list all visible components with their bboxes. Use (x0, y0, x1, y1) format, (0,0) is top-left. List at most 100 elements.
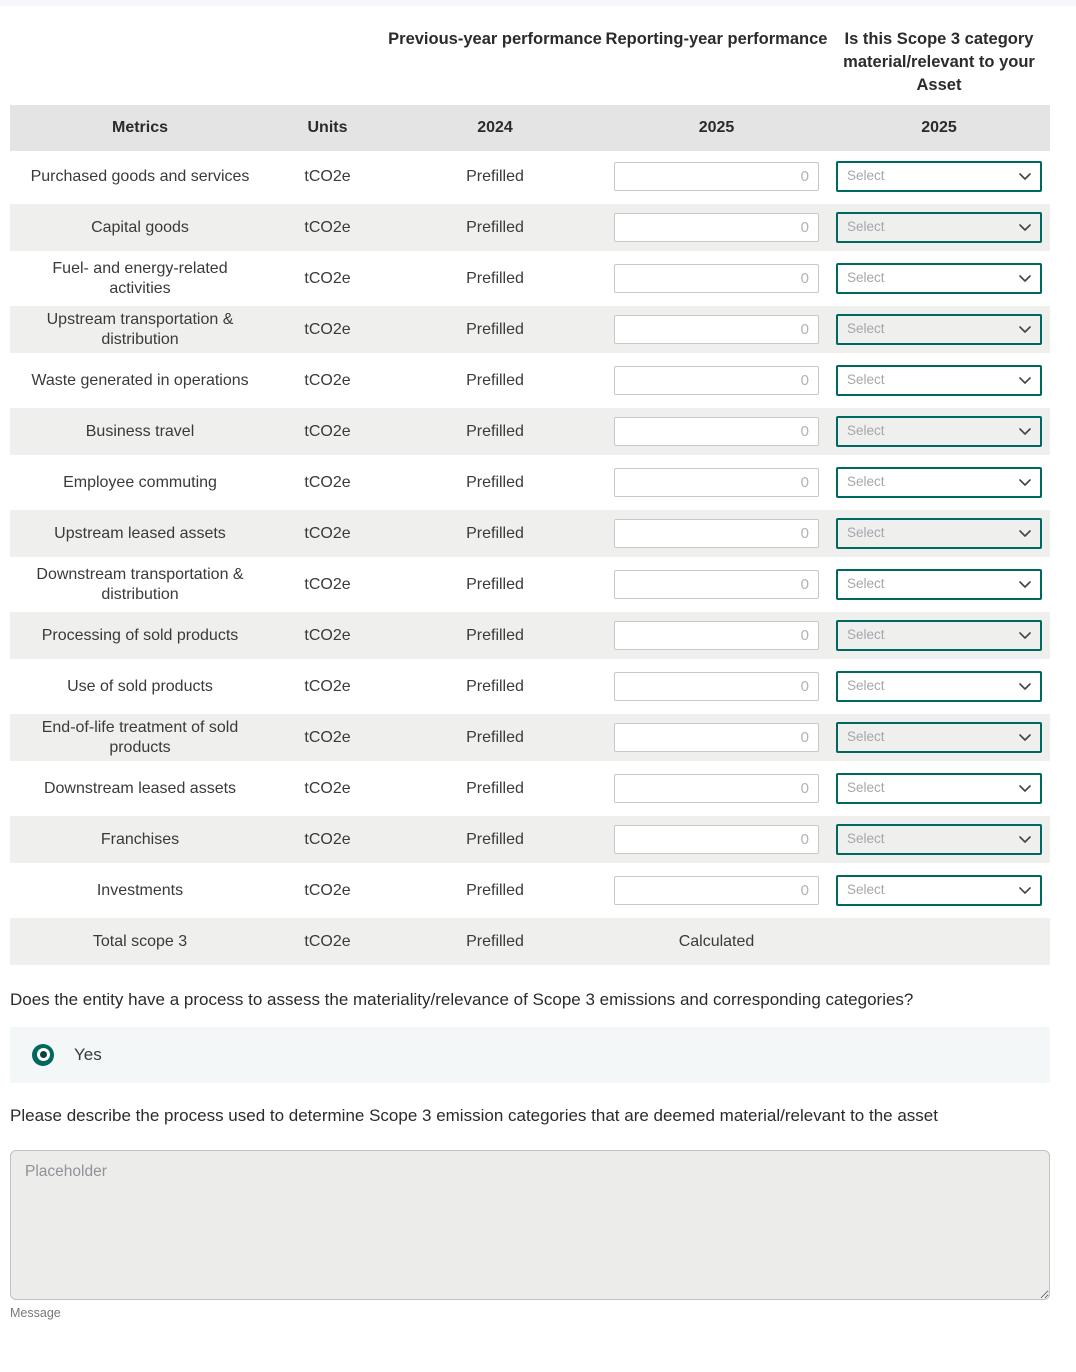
reporting-cell (605, 570, 828, 599)
table-row: Business travel tCO2e Prefilled Select (10, 406, 1050, 457)
select-placeholder: Select (847, 780, 885, 796)
metric-label: Waste generated in operations (31, 371, 249, 389)
previous-year-value: Prefilled (466, 677, 524, 695)
reporting-value-input[interactable] (614, 417, 819, 446)
previous-year-value: Prefilled (466, 167, 524, 185)
material-select[interactable]: Select (836, 212, 1042, 243)
table-row: Processing of sold products tCO2e Prefil… (10, 610, 1050, 661)
material-select[interactable]: Select (836, 467, 1042, 498)
metric-label: Total scope 3 (92, 932, 188, 950)
unit-label: tCO2e (304, 626, 351, 644)
previous-year-value: Prefilled (466, 422, 524, 440)
material-select[interactable]: Select (836, 314, 1042, 345)
table-row: Purchased goods and services tCO2e Prefi… (10, 151, 1050, 202)
unit-label: tCO2e (304, 677, 351, 695)
chevron-down-icon (1019, 631, 1031, 639)
material-select[interactable]: Select (836, 671, 1042, 702)
yes-radio-label: Yes (74, 1044, 102, 1064)
materiality-answer-row: Yes (10, 1026, 1050, 1083)
reporting-value-input[interactable] (614, 774, 819, 803)
previous-year-column-header: 2024 (477, 119, 513, 137)
reporting-value-input[interactable] (614, 162, 819, 191)
total-row: Total scope 3 tCO2e Prefilled Calculated (10, 916, 1050, 967)
table-header-row: Metrics Units 2024 2025 2025 (10, 105, 1050, 151)
reporting-value-input[interactable] (614, 723, 819, 752)
scope3-form: Previous-year performance Reporting-year… (0, 6, 1076, 1320)
chevron-down-icon (1019, 580, 1031, 588)
materiality-question: Does the entity have a process to assess… (10, 990, 914, 1009)
unit-label: tCO2e (304, 779, 351, 797)
reporting-value-input[interactable] (614, 315, 819, 344)
material-cell: Select (828, 671, 1050, 702)
material-select[interactable]: Select (836, 773, 1042, 804)
material-select[interactable]: Select (836, 569, 1042, 600)
material-select[interactable]: Select (836, 365, 1042, 396)
table-row: Use of sold products tCO2e Prefilled Sel… (10, 661, 1050, 712)
table-row: Downstream transportation & distribution… (10, 559, 1050, 610)
select-placeholder: Select (847, 168, 885, 184)
material-select[interactable]: Select (836, 620, 1042, 651)
unit-label: tCO2e (304, 575, 351, 593)
material-cell: Select (828, 365, 1050, 396)
reporting-cell (605, 213, 828, 242)
material-cell: Select (828, 773, 1050, 804)
yes-radio[interactable] (32, 1043, 54, 1066)
material-select[interactable]: Select (836, 875, 1042, 906)
unit-label: tCO2e (304, 422, 351, 440)
unit-label: tCO2e (304, 524, 351, 542)
material-select[interactable]: Select (836, 161, 1042, 192)
unit-label: tCO2e (304, 932, 351, 950)
previous-year-value: Prefilled (466, 524, 524, 542)
reporting-value-input[interactable] (614, 621, 819, 650)
material-select[interactable]: Select (836, 722, 1042, 753)
table-row: Investments tCO2e Prefilled Select (10, 865, 1050, 916)
select-placeholder: Select (847, 729, 885, 745)
material-select[interactable]: Select (836, 518, 1042, 549)
material-cell: Select (828, 314, 1050, 345)
material-select[interactable]: Select (836, 824, 1042, 855)
reporting-cell (605, 774, 828, 803)
previous-year-value: Prefilled (466, 575, 524, 593)
previous-year-value: Prefilled (466, 779, 524, 797)
table-row: Upstream leased assets tCO2e Prefilled S… (10, 508, 1050, 559)
select-placeholder: Select (847, 372, 885, 388)
material-cell: Select (828, 722, 1050, 753)
material-select[interactable]: Select (836, 416, 1042, 447)
chevron-down-icon (1019, 325, 1031, 333)
previous-year-value: Prefilled (466, 728, 524, 746)
previous-year-value: Prefilled (466, 269, 524, 287)
metric-label: Investments (96, 881, 184, 899)
material-select[interactable]: Select (836, 263, 1042, 294)
material-cell: Select (828, 263, 1050, 294)
select-placeholder: Select (847, 627, 885, 643)
previous-year-value: Prefilled (466, 932, 524, 950)
reporting-value-input[interactable] (614, 519, 819, 548)
reporting-value-input[interactable] (614, 264, 819, 293)
column-group-header: Previous-year performance Reporting-year… (10, 6, 1050, 105)
metric-label: Processing of sold products (41, 626, 239, 644)
unit-label: tCO2e (304, 371, 351, 389)
select-placeholder: Select (847, 219, 885, 235)
reporting-cell (605, 468, 828, 497)
material-cell: Select (828, 875, 1050, 906)
select-placeholder: Select (847, 525, 885, 541)
reporting-value-input[interactable] (614, 570, 819, 599)
reporting-value-input[interactable] (614, 366, 819, 395)
select-placeholder: Select (847, 831, 885, 847)
reporting-value-input[interactable] (614, 876, 819, 905)
chevron-down-icon (1019, 529, 1031, 537)
previous-year-value: Prefilled (466, 218, 524, 236)
metric-label: End-of-life treatment of sold products (41, 718, 239, 756)
select-placeholder: Select (847, 423, 885, 439)
table-row: Employee commuting tCO2e Prefilled Selec… (10, 457, 1050, 508)
previous-year-value: Prefilled (466, 881, 524, 899)
reporting-value-input[interactable] (614, 468, 819, 497)
metric-label: Fuel- and energy-related activities (52, 259, 228, 297)
reporting-value-input[interactable] (614, 825, 819, 854)
describe-textarea[interactable] (10, 1150, 1050, 1300)
reporting-value-input[interactable] (614, 213, 819, 242)
reporting-value-input[interactable] (614, 672, 819, 701)
table-row: Downstream leased assets tCO2e Prefilled… (10, 763, 1050, 814)
table-row: Franchises tCO2e Prefilled Select (10, 814, 1050, 865)
reporting-cell (605, 162, 828, 191)
